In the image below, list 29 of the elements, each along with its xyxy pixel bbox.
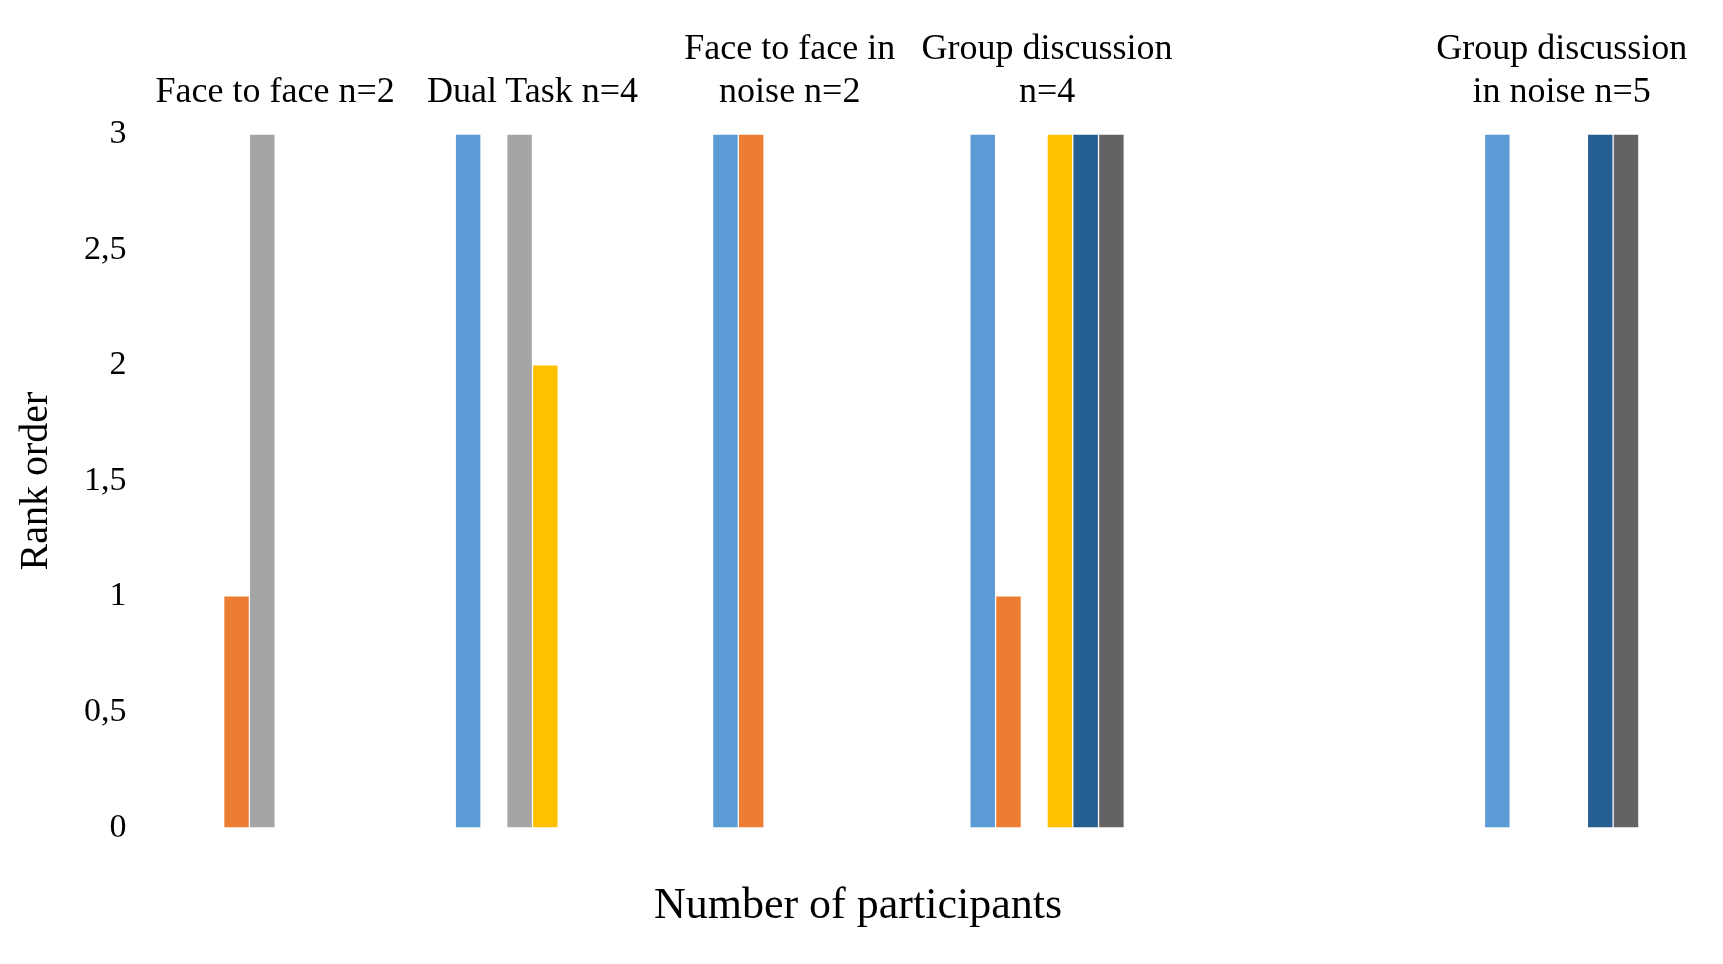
bar [455,134,481,828]
x-tick-label: Dual Task n=4 [426,70,639,111]
x-tick-label: Group discussion n=4 [921,27,1173,111]
bar [1047,134,1073,828]
bar [1613,134,1639,828]
bar [533,365,558,828]
bar [1485,134,1510,828]
bar [1099,134,1124,828]
x-tick-label: Group discussion in noise n=5 [1436,27,1688,111]
bar [1588,134,1613,828]
y-tick-label: 0 [109,806,127,844]
bar [713,134,738,828]
x-tick-label: Face to face n=2 [155,70,395,111]
bar [996,596,1021,828]
bar [507,134,532,828]
bar [970,134,995,828]
y-axis-title: Rank order [10,391,56,571]
x-axis-title: Number of participants [652,878,1064,929]
bar [224,596,249,828]
y-tick-label: 2,5 [84,228,127,266]
bar [1073,134,1098,828]
bar [250,134,275,828]
x-tick-label: Face to face in noise n=2 [684,27,896,111]
y-tick-label: 0,5 [84,690,127,728]
y-tick-label: 3 [109,113,127,151]
bar [738,134,764,828]
y-tick-label: 1 [109,575,127,613]
y-tick-label: 2 [109,344,127,382]
y-tick-label: 1,5 [84,459,127,497]
